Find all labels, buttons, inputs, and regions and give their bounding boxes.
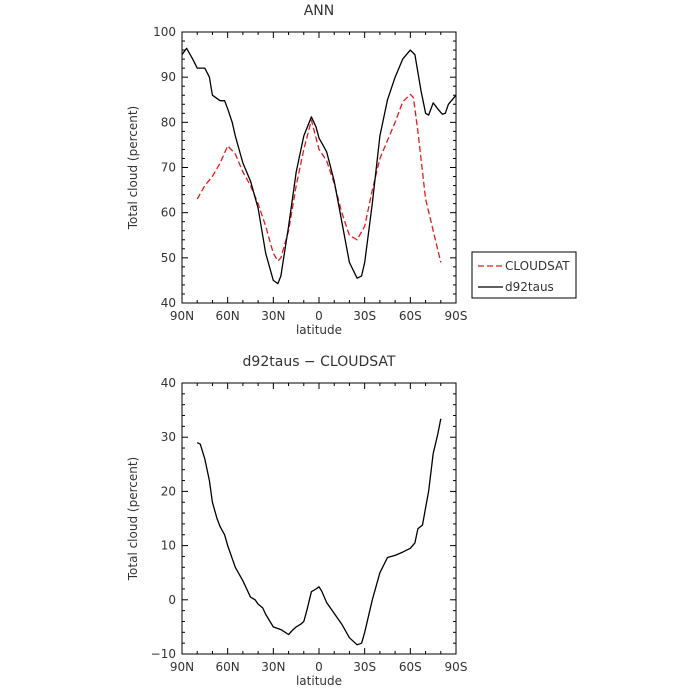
legend-label-d92taus: d92taus [505,280,554,294]
chart-title-ann: ANN [304,3,335,19]
chart-title-difference: d92taus − CLOUDSAT [243,354,396,370]
plot-frame [181,382,457,655]
panel-total-cloud: ANN 90N 60N 30N 0 30S 60S 90S 40 50 60 70 80 90 100 lat… [126,3,467,337]
y-axis-label: Total cloud (percent) [126,106,140,230]
x-tick-label: 30S [353,309,376,323]
y-tick-label: 50 [161,251,176,265]
x-tick-label: 0 [315,660,323,674]
y-tick-label: 40 [161,296,176,310]
y-tick-label: 80 [161,115,176,129]
x-tick-label: 90N [170,660,194,674]
x-tick-label: 90S [445,309,468,323]
x-tick-label: 90N [170,309,194,323]
y-tick-label: 60 [161,206,176,220]
y-tick-label: 70 [161,161,176,175]
series-line-d92taus [181,47,457,285]
x-tick-label: 90S [445,660,468,674]
panel-difference: d92taus − CLOUDSAT 90N 60N 30N 0 30S 60S 90S −10… [126,354,467,688]
y-tick-label: 0 [168,593,176,607]
legend-label-cloudsat: CLOUDSAT [505,259,570,273]
x-tick-label: 60S [399,309,422,323]
x-tick-label: 30N [261,309,285,323]
x-tick-label: 60N [216,660,240,674]
legend: CLOUDSAT d92taus [471,251,577,299]
y-tick-label: 100 [153,25,176,39]
x-tick-label: 30S [353,660,376,674]
x-tick-label: 0 [315,309,323,323]
y-tick-label: −10 [151,647,176,661]
y-tick-label: 20 [161,484,176,498]
y-tick-label: 10 [161,539,176,553]
y-tick-label: 40 [161,376,176,390]
legend-box [471,251,577,299]
y-tick-label: 90 [161,70,176,84]
x-tick-label: 60N [216,309,240,323]
y-tick-label: 30 [161,430,176,444]
x-tick-label: 30N [261,660,285,674]
y-axis-label: Total cloud (percent) [126,457,140,581]
series-line-difference [196,418,442,646]
x-axis-label: latitude [296,674,342,688]
x-axis-label: latitude [296,323,342,337]
plot-frame [181,31,457,304]
x-tick-label: 60S [399,660,422,674]
series-line-cloudsat [196,93,442,263]
